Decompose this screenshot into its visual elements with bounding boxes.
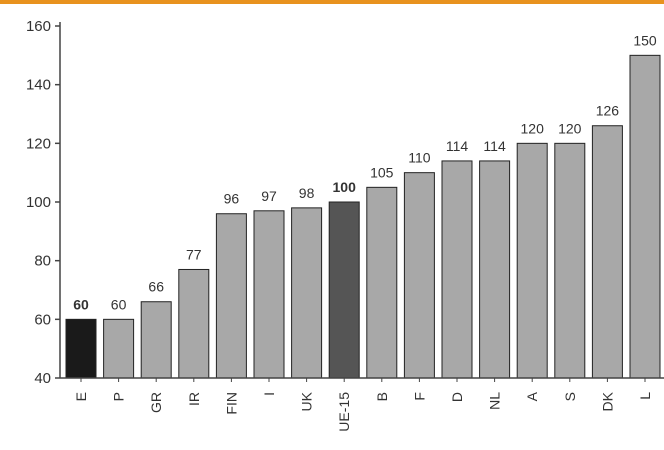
category-label-b: B: [374, 392, 390, 401]
bar-i: [253, 210, 285, 379]
y-tick-label: 160: [26, 18, 51, 35]
data-label-ue-15: 100: [333, 179, 357, 195]
top-rule: [0, 0, 664, 4]
category-label-i: I: [261, 392, 277, 396]
bars: [65, 54, 661, 379]
y-tick-label: 80: [34, 253, 51, 270]
data-label-b: 105: [370, 164, 394, 180]
category-label-e: E: [73, 392, 89, 401]
category-label-fin: FIN: [223, 392, 239, 415]
bar-b: [366, 186, 398, 379]
data-label-uk: 98: [299, 185, 315, 201]
y-tick-label: 40: [34, 370, 51, 387]
data-label-gr: 66: [148, 279, 164, 295]
bar-p: [103, 318, 135, 379]
category-label-uk: UK: [299, 391, 315, 411]
bar-f: [403, 172, 435, 379]
bar-e: [65, 318, 97, 379]
bar-uk: [291, 207, 323, 379]
bar-gr: [140, 301, 172, 379]
data-label-l: 150: [633, 32, 657, 48]
bar-l: [629, 54, 661, 379]
y-tick-label: 100: [26, 194, 51, 211]
y-tick-label: 120: [26, 135, 51, 152]
bar-ue-15: [328, 201, 360, 379]
category-label-ue-15: UE-15: [336, 392, 352, 432]
data-labels: 60 60 66 77 96 97 98 100 105 110 114 114 120 120 126 15…: [73, 32, 657, 312]
category-label-nl: NL: [487, 392, 503, 410]
category-label-s: S: [562, 392, 578, 401]
bar-s: [554, 142, 586, 379]
bar-a: [516, 142, 548, 379]
data-label-dk: 126: [596, 103, 620, 119]
category-label-p: P: [111, 392, 127, 401]
data-label-f: 110: [408, 150, 431, 166]
data-label-s: 120: [558, 120, 582, 136]
category-label-f: F: [411, 392, 427, 401]
data-label-ir: 77: [186, 246, 202, 262]
data-label-d: 114: [446, 138, 469, 154]
data-label-nl: 114: [483, 138, 506, 154]
x-axis: E P GR IR FIN I UK UE-15 B F D NL A S DK L: [60, 377, 664, 432]
y-axis: 40 60 80 100 120 140 160: [26, 18, 61, 387]
bar-ir: [178, 268, 210, 379]
bar-fin: [215, 213, 247, 379]
bar-d: [441, 160, 473, 379]
data-label-p: 60: [111, 296, 127, 312]
category-label-gr: GR: [148, 392, 164, 413]
category-label-a: A: [524, 391, 540, 401]
data-label-e: 60: [73, 296, 89, 312]
data-label-i: 97: [261, 188, 277, 204]
bar-dk: [591, 125, 623, 379]
bar-nl: [479, 160, 511, 379]
y-tick-label: 140: [26, 77, 51, 94]
y-tick-label: 60: [34, 311, 51, 328]
data-label-a: 120: [521, 120, 545, 136]
category-label-ir: IR: [186, 392, 202, 406]
category-label-dk: DK: [599, 391, 615, 411]
category-label-l: L: [637, 392, 653, 400]
data-label-fin: 96: [224, 191, 240, 207]
category-label-d: D: [449, 392, 465, 402]
